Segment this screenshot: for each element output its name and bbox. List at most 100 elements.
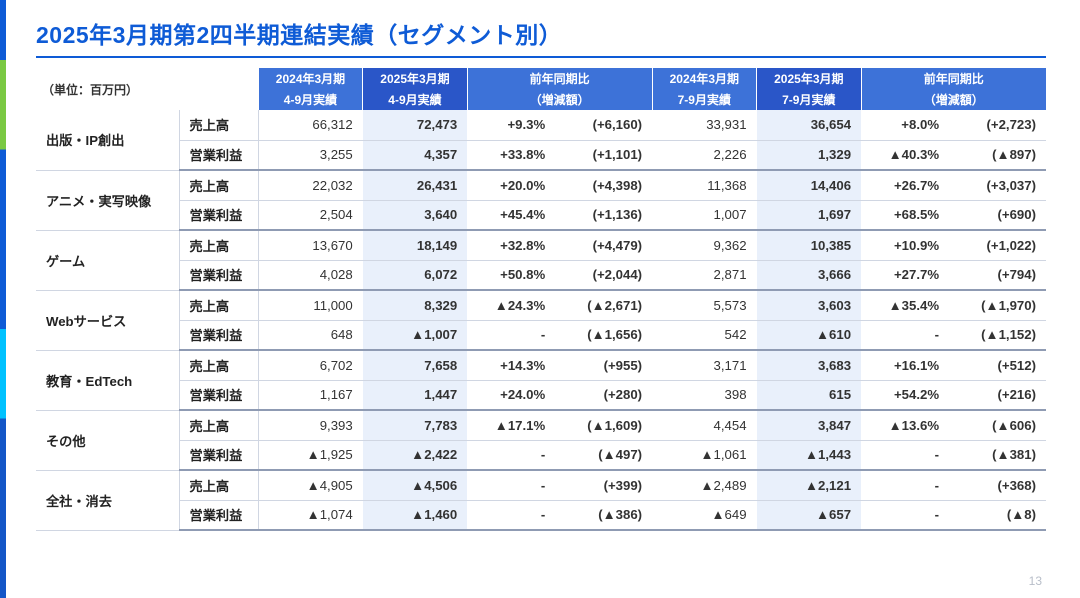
cell-h1_2025: 18,149 [363,230,468,260]
metric-label: 営業利益 [179,440,258,470]
segment-name: Webサービス [36,290,179,350]
segment-name: 出版・IP創出 [36,110,179,170]
cell-h1_2024: 11,000 [258,290,363,320]
unit-label: （単位：百万円） [36,68,258,110]
cell-q2_2025: 3,666 [757,260,862,290]
cell-q2_yoy: +54.2% [861,380,949,410]
cell-h1_delta: (+955) [555,350,652,380]
cell-h1_yoy: - [467,440,555,470]
cell-h1_yoy: +9.3% [467,110,555,140]
cell-h1_2024: ▲4,905 [258,470,363,500]
metric-label: 売上高 [179,110,258,140]
cell-h1_yoy: ▲24.3% [467,290,555,320]
cell-q2_delta: (+216) [949,380,1046,410]
cell-q2_2025: ▲657 [757,500,862,530]
table-row: ゲーム売上高13,67018,149+32.8%(+4,479)9,36210,… [36,230,1046,260]
cell-q2_yoy: ▲35.4% [861,290,949,320]
page-number: 13 [1029,574,1042,588]
metric-label: 営業利益 [179,500,258,530]
cell-h1_delta: (+399) [555,470,652,500]
cell-q2_delta: (+3,037) [949,170,1046,200]
cell-h1_yoy: +24.0% [467,380,555,410]
cell-h1_yoy: +50.8% [467,260,555,290]
cell-q2_2024: 9,362 [652,230,757,260]
cell-q2_2025: ▲2,121 [757,470,862,500]
table-row: 営業利益3,2554,357+33.8%(+1,101)2,2261,329▲4… [36,140,1046,170]
metric-label: 売上高 [179,170,258,200]
cell-q2_yoy: - [861,320,949,350]
cell-q2_delta: (+690) [949,200,1046,230]
hdr-h1-2024-bot: 4-9月実績 [258,89,363,110]
cell-q2_yoy: +68.5% [861,200,949,230]
table-row: 出版・IP創出売上高66,31272,473+9.3%(+6,160)33,93… [36,110,1046,140]
metric-label: 営業利益 [179,380,258,410]
cell-q2_2024: 33,931 [652,110,757,140]
hdr-q2-2025-top: 2025年3月期 [757,68,862,89]
cell-q2_2024: 3,171 [652,350,757,380]
cell-q2_2025: 3,603 [757,290,862,320]
cell-h1_2024: 648 [258,320,363,350]
cell-h1_2025: 26,431 [363,170,468,200]
cell-q2_yoy: - [861,440,949,470]
cell-q2_yoy: - [861,470,949,500]
segment-table: （単位：百万円） 2024年3月期 2025年3月期 前年同期比 2024年3月… [36,68,1046,531]
cell-h1_2024: ▲1,925 [258,440,363,470]
cell-q2_yoy: +16.1% [861,350,949,380]
cell-q2_2025: 3,847 [757,410,862,440]
cell-h1_2025: 3,640 [363,200,468,230]
table-row: 営業利益4,0286,072+50.8%(+2,044)2,8713,666+2… [36,260,1046,290]
cell-q2_delta: (▲606) [949,410,1046,440]
metric-label: 営業利益 [179,320,258,350]
cell-q2_delta: (▲1,970) [949,290,1046,320]
table-row: アニメ・実写映像売上高22,03226,431+20.0%(+4,398)11,… [36,170,1046,200]
segment-name: ゲーム [36,230,179,290]
cell-h1_2024: 4,028 [258,260,363,290]
cell-h1_delta: (▲1,656) [555,320,652,350]
cell-h1_delta: (▲2,671) [555,290,652,320]
cell-h1_2025: 72,473 [363,110,468,140]
cell-h1_yoy: +45.4% [467,200,555,230]
cell-q2_2025: 3,683 [757,350,862,380]
cell-h1_delta: (+4,479) [555,230,652,260]
cell-h1_2024: 1,167 [258,380,363,410]
cell-h1_delta: (+6,160) [555,110,652,140]
cell-h1_yoy: - [467,320,555,350]
cell-q2_2025: ▲1,443 [757,440,862,470]
cell-q2_2025: 615 [757,380,862,410]
cell-h1_2024: 6,702 [258,350,363,380]
cell-q2_delta: (+368) [949,470,1046,500]
cell-h1_delta: (▲1,609) [555,410,652,440]
cell-q2_2024: ▲2,489 [652,470,757,500]
cell-q2_yoy: +26.7% [861,170,949,200]
hdr-q2-yoy-bot: （増減額） [861,89,1046,110]
cell-q2_2024: ▲649 [652,500,757,530]
segment-name: 全社・消去 [36,470,179,530]
table-row: 営業利益▲1,074▲1,460-(▲386)▲649▲657-(▲8) [36,500,1046,530]
hdr-q2-yoy-top: 前年同期比 [861,68,1046,89]
cell-q2_2024: 2,226 [652,140,757,170]
cell-h1_2024: 9,393 [258,410,363,440]
cell-h1_delta: (+1,136) [555,200,652,230]
metric-label: 売上高 [179,350,258,380]
cell-q2_yoy: ▲13.6% [861,410,949,440]
table-row: 全社・消去売上高▲4,905▲4,506-(+399)▲2,489▲2,121-… [36,470,1046,500]
hdr-q2-2024-top: 2024年3月期 [652,68,757,89]
cell-h1_2024: 2,504 [258,200,363,230]
hdr-h1-2025-top: 2025年3月期 [363,68,468,89]
segment-name: その他 [36,410,179,470]
cell-q2_2024: 398 [652,380,757,410]
cell-h1_delta: (+280) [555,380,652,410]
cell-h1_2024: 66,312 [258,110,363,140]
hdr-h1-2025-bot: 4-9月実績 [363,89,468,110]
cell-h1_delta: (+4,398) [555,170,652,200]
metric-label: 売上高 [179,230,258,260]
cell-q2_2025: 10,385 [757,230,862,260]
cell-q2_delta: (▲8) [949,500,1046,530]
cell-h1_2025: ▲4,506 [363,470,468,500]
cell-h1_delta: (+1,101) [555,140,652,170]
hdr-h1-yoy-bot: （増減額） [467,89,652,110]
cell-h1_delta: (▲386) [555,500,652,530]
cell-h1_2024: 22,032 [258,170,363,200]
cell-q2_2025: 1,697 [757,200,862,230]
table-row: 営業利益2,5043,640+45.4%(+1,136)1,0071,697+6… [36,200,1046,230]
